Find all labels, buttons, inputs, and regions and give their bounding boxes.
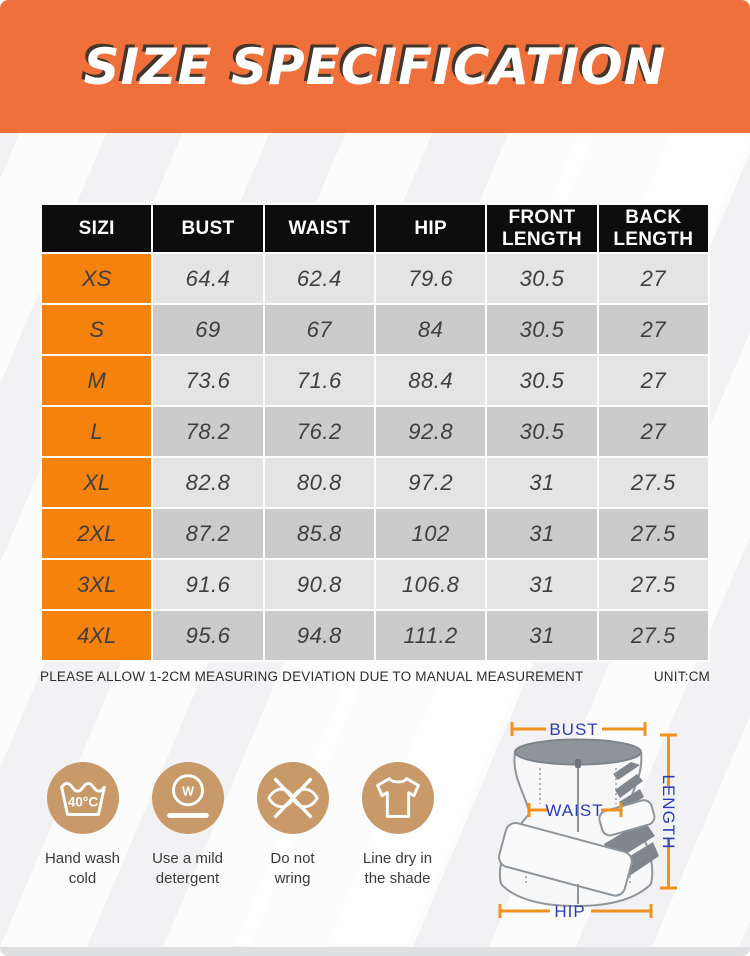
table-row-4xl: 4XL 95.6 94.8 111.2 31 27.5 [42,611,708,660]
value-cell: 97.2 [375,458,486,507]
unit-label: UNIT:CM [653,669,710,684]
value-cell: 27.5 [598,458,708,507]
banner: SIZE SPECIFICATION [0,0,750,133]
value-cell: 30.5 [487,305,597,354]
value-cell: 30.5 [487,254,597,303]
value-cell: 85.8 [264,509,374,558]
value-cell: 94.8 [264,611,374,660]
care-item-hand-wash: 40°C Hand wash cold [30,762,135,888]
care-item-detergent: W Use a mild detergent [135,762,240,888]
value-cell: 84 [375,305,486,354]
table-row-3xl: 3XL 91.6 90.8 106.8 31 27.5 [42,560,708,609]
dimension-lines [498,722,677,918]
value-cell: 95.6 [153,611,263,660]
value-cell: 31 [487,560,597,609]
mild-detergent-icon: W [151,762,224,834]
value-cell: 82.8 [153,458,263,507]
value-cell: 79.6 [375,254,486,303]
column-header-front-length: FRONT LENGTH [487,205,597,252]
hip-dimension-label: HIP [554,902,585,921]
size-table: SIZI BUST WAIST HIP FRONT LENGTH BACK LENGTH … [40,203,710,662]
size-cell: XL [42,458,152,507]
measurement-diagram: BUST WAIST LENGTH HIP [488,706,748,956]
column-header-hip: HIP [375,205,486,252]
size-cell: 3XL [42,560,152,609]
value-cell: 80.8 [264,458,374,507]
value-cell: 90.8 [264,560,374,609]
table-row-l: L 78.2 76.2 92.8 30.5 27 [42,407,708,456]
care-label: Do not wring [270,850,315,887]
value-cell: 30.5 [487,356,597,405]
do-not-wring-icon [256,762,329,834]
value-cell: 62.4 [264,254,374,303]
size-cell: XS [42,254,152,303]
line-dry-shade-icon [361,762,434,834]
value-cell: 92.8 [375,407,486,456]
table-row-xl: XL 82.8 80.8 97.2 31 27.5 [42,458,708,507]
value-cell: 27.5 [598,560,708,609]
value-cell: 27.5 [598,509,708,558]
value-cell: 31 [487,611,597,660]
length-dimension-label: LENGTH [659,775,678,850]
value-cell: 27 [598,356,708,405]
value-cell: 87.2 [153,509,263,558]
column-header-waist: WAIST [264,205,374,252]
column-header-sizi: SIZI [42,205,152,252]
size-cell: 4XL [42,611,152,660]
value-cell: 69 [153,305,263,354]
value-cell: 106.8 [375,560,486,609]
table-row-s: S 69 67 84 30.5 27 [42,305,708,354]
care-label: Hand wash cold [44,850,121,887]
care-label: Line dry in the shade [362,850,433,887]
page-title: SIZE SPECIFICATION [83,37,667,96]
table-row-xs: XS 64.4 62.4 79.6 30.5 27 [42,254,708,303]
value-cell: 31 [487,458,597,507]
size-cell: L [42,407,152,456]
hand-wash-icon: 40°C [46,762,119,834]
detergent-letter: W [182,785,194,799]
size-cell: M [42,356,152,405]
waist-trainer-illustration [498,738,659,908]
value-cell: 67 [264,305,374,354]
size-cell: 2XL [42,509,152,558]
measurement-note: PLEASE ALLOW 1-2CM MEASURING DEVIATION D… [40,669,584,684]
table-footnote: PLEASE ALLOW 1-2CM MEASURING DEVIATION D… [40,669,710,684]
table-header-row: SIZI BUST WAIST HIP FRONT LENGTH BACK LENGTH [42,205,708,252]
table-section: SIZI BUST WAIST HIP FRONT LENGTH BACK LENGTH … [40,203,710,662]
value-cell: 30.5 [487,407,597,456]
value-cell: 64.4 [153,254,263,303]
bust-dimension-label: BUST [549,720,598,739]
care-item-line-dry: Line dry in the shade [345,762,450,888]
care-item-no-wring: Do not wring [240,762,345,888]
column-header-back-length: BACK LENGTH [598,205,708,252]
column-header-bust: BUST [153,205,263,252]
value-cell: 27 [598,305,708,354]
value-cell: 111.2 [375,611,486,660]
size-cell: S [42,305,152,354]
value-cell: 71.6 [264,356,374,405]
value-cell: 78.2 [153,407,263,456]
value-cell: 91.6 [153,560,263,609]
care-label: Use a mild detergent [152,850,223,887]
value-cell: 31 [487,509,597,558]
table-row-m: M 73.6 71.6 88.4 30.5 27 [42,356,708,405]
value-cell: 27.5 [598,611,708,660]
value-cell: 102 [375,509,486,558]
value-cell: 88.4 [375,356,486,405]
bottom-strip [0,947,750,956]
waist-dimension-label: WAIST [545,801,603,820]
value-cell: 27 [598,254,708,303]
bottom-section: 40°C Hand wash cold W Use a mild deterge… [0,704,750,956]
value-cell: 27 [598,407,708,456]
wash-temp-label: 40°C [67,795,97,810]
value-cell: 73.6 [153,356,263,405]
care-instructions: 40°C Hand wash cold W Use a mild deterge… [30,762,450,888]
table-row-2xl: 2XL 87.2 85.8 102 31 27.5 [42,509,708,558]
value-cell: 76.2 [264,407,374,456]
